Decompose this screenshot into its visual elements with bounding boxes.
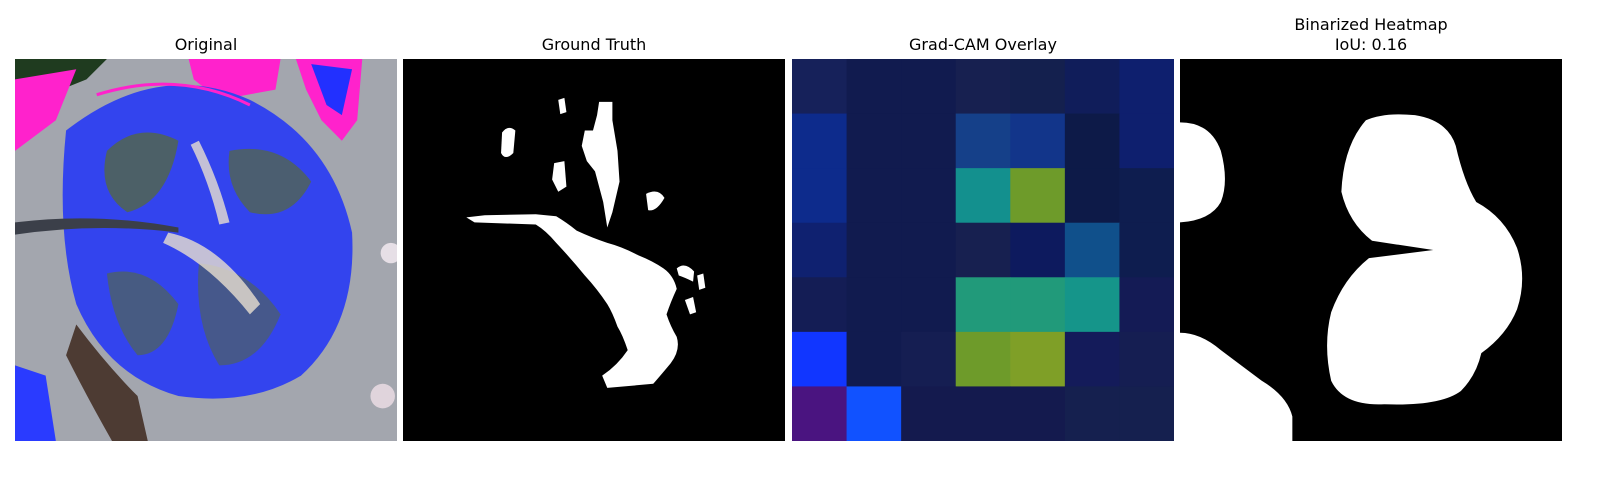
heatmap-cell [1119, 59, 1174, 115]
heatmap-cell [792, 277, 848, 333]
heatmap-cell [901, 331, 957, 387]
heatmap-cell [846, 386, 902, 441]
heatmap-cell [1064, 386, 1120, 441]
heatmap-cell [846, 168, 902, 224]
heatmap-cell [1064, 59, 1120, 115]
panel-title: Original [174, 35, 238, 54]
heatmap-cell [901, 59, 957, 115]
heatmap-cell [955, 59, 1011, 115]
heatmap-cell [1064, 277, 1120, 333]
panel-ground-truth: Ground Truth [403, 0, 785, 500]
heatmap-cell [846, 331, 902, 387]
heatmap-cell [1119, 113, 1174, 169]
heatmap-cell [1010, 168, 1066, 224]
heatmap-cell [955, 386, 1011, 441]
heatmap-cell [1064, 168, 1120, 224]
heatmap-cell [1010, 277, 1066, 333]
heatmap-cell [955, 168, 1011, 224]
heatmap-cell [1010, 386, 1066, 441]
panel-gradcam: Grad-CAM Overlay [792, 0, 1174, 500]
ground-truth-mask [403, 59, 785, 441]
heatmap-cell [901, 168, 957, 224]
heatmap-cell [955, 113, 1011, 169]
heatmap-cell [792, 168, 848, 224]
heatmap-cell [1010, 331, 1066, 387]
heatmap-cell [1010, 113, 1066, 169]
panel-binarized: Binarized Heatmap IoU: 0.16 [1180, 0, 1562, 500]
heatmap-cell [901, 113, 957, 169]
heatmap-cell [792, 113, 848, 169]
gradcam-heatmap [792, 59, 1174, 441]
heatmap-cell [955, 331, 1011, 387]
heatmap-cell [1119, 168, 1174, 224]
binarized-mask [1180, 59, 1562, 441]
heatmap-cell [955, 222, 1011, 278]
heatmap-cell [792, 59, 848, 115]
heatmap-cell [1119, 222, 1174, 278]
heatmap-cell [792, 331, 848, 387]
heatmap-cell [901, 222, 957, 278]
heatmap-cell [1119, 331, 1174, 387]
heatmap-cell [846, 59, 902, 115]
heatmap-cell [846, 113, 902, 169]
panel-title-iou: IoU: 0.16 [1334, 35, 1408, 54]
heatmap-cell [901, 277, 957, 333]
panel-original: Original [15, 0, 397, 500]
heatmap-cell [846, 277, 902, 333]
heatmap-cell [1010, 59, 1066, 115]
heatmap-cell [1064, 113, 1120, 169]
heatmap-cell [1119, 277, 1174, 333]
heatmap-cell [792, 222, 848, 278]
heatmap-cell [846, 222, 902, 278]
panel-title: Ground Truth [541, 35, 647, 54]
panel-title: Grad-CAM Overlay [909, 35, 1057, 54]
heatmap-cell [792, 386, 848, 441]
heatmap-cell [1064, 331, 1120, 387]
heatmap-cell [1010, 222, 1066, 278]
heatmap-cell [955, 277, 1011, 333]
heatmap-cell [1064, 222, 1120, 278]
panel-title-line1: Binarized Heatmap [1294, 15, 1448, 34]
original-image [15, 59, 397, 441]
heatmap-cell [901, 386, 957, 441]
heatmap-cell [1119, 386, 1174, 441]
